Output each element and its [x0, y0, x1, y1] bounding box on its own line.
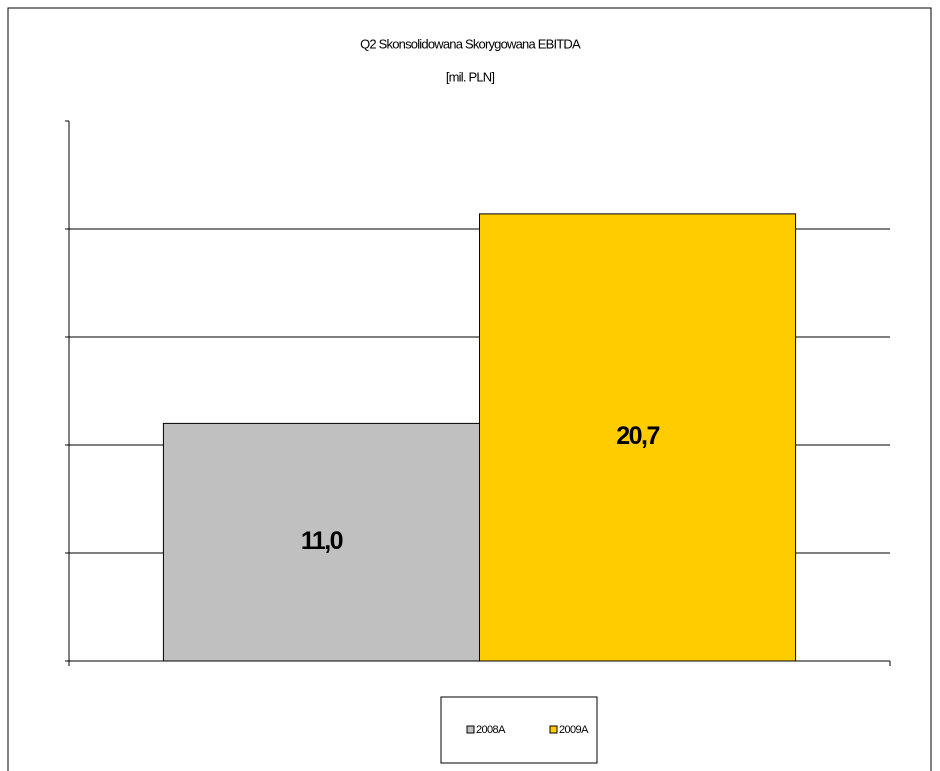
value-label: 11,0: [301, 527, 343, 555]
chart-frame: [7, 7, 932, 771]
legend-swatch: [549, 725, 558, 734]
legend-label: 2009A: [559, 724, 589, 736]
chart-title: Q2 Skonsolidowana Skorygowana EBITDA: [360, 36, 581, 51]
bar: [479, 213, 797, 662]
legend-label: 2008A: [476, 724, 506, 736]
chart-subtitle: [mil. PLN]: [446, 69, 495, 84]
value-label: 20,7: [616, 422, 659, 450]
legend-swatch: [466, 725, 475, 734]
